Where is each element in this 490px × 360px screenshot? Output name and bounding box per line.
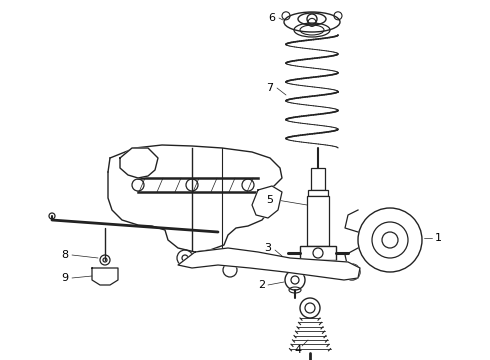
- Text: 3: 3: [265, 243, 271, 253]
- Text: 5: 5: [267, 195, 273, 205]
- Text: 9: 9: [61, 273, 69, 283]
- Polygon shape: [252, 186, 282, 218]
- Polygon shape: [92, 268, 118, 285]
- Text: 8: 8: [61, 250, 69, 260]
- FancyBboxPatch shape: [307, 196, 329, 246]
- FancyBboxPatch shape: [300, 246, 336, 260]
- Text: 2: 2: [258, 280, 266, 290]
- Polygon shape: [178, 248, 360, 280]
- Circle shape: [358, 208, 422, 272]
- Text: 1: 1: [435, 233, 441, 243]
- Circle shape: [300, 298, 320, 318]
- Text: 6: 6: [269, 13, 275, 23]
- FancyBboxPatch shape: [308, 190, 328, 196]
- Text: 7: 7: [267, 83, 273, 93]
- FancyBboxPatch shape: [311, 168, 325, 190]
- Polygon shape: [120, 148, 158, 178]
- Text: 4: 4: [294, 345, 301, 355]
